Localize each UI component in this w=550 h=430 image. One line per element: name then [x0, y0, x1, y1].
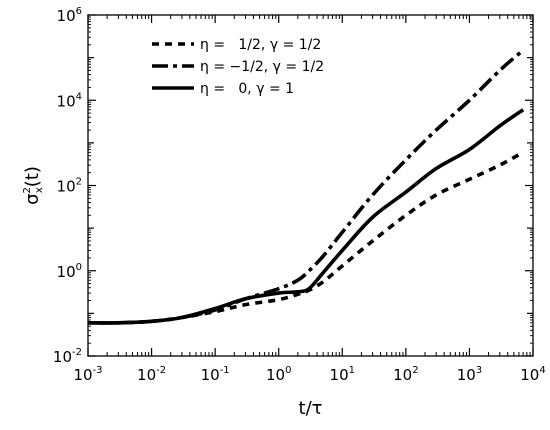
series-eta-zero-gamma-one	[87, 108, 525, 325]
series-layer	[87, 48, 525, 325]
y-tick-label: 104	[57, 91, 82, 110]
x-tick-label: 104	[520, 365, 545, 384]
x-tick-label: 10-1	[201, 365, 230, 384]
x-tick-label: 103	[457, 365, 482, 384]
x-tick-label: 102	[393, 365, 418, 384]
series-eta-neg-half-gamma-half	[87, 48, 525, 325]
x-tick-label: 100	[266, 365, 291, 384]
series-eta-half-gamma-half	[87, 150, 525, 325]
legend-label: η = 1/2, γ = 1/2	[200, 37, 321, 53]
legend-label: η = 0, γ = 1	[200, 81, 294, 97]
axis-labels: t/τ σ2x(t)	[22, 166, 322, 419]
legend: η = 1/2, γ = 1/2 η = −1/2, γ = 1/2 η = 0, …	[152, 37, 324, 97]
y-tick-label: 106	[57, 6, 82, 25]
x-tick-label: 10-3	[73, 365, 102, 384]
ticks-layer: 10-3 10-2 10-1 100 101 102 103 10410-2100102104…	[53, 6, 546, 384]
y-tick-label: 102	[57, 177, 82, 196]
y-tick-label: 10-2	[53, 347, 82, 366]
legend-label: η = −1/2, γ = 1/2	[200, 59, 324, 75]
x-axis-label: t/τ	[299, 398, 323, 419]
x-tick-label: 101	[330, 365, 355, 384]
y-tick-label: 100	[57, 262, 82, 281]
x-tick-label: 10-2	[137, 365, 166, 384]
y-axis-label: σ2x(t)	[22, 166, 45, 205]
